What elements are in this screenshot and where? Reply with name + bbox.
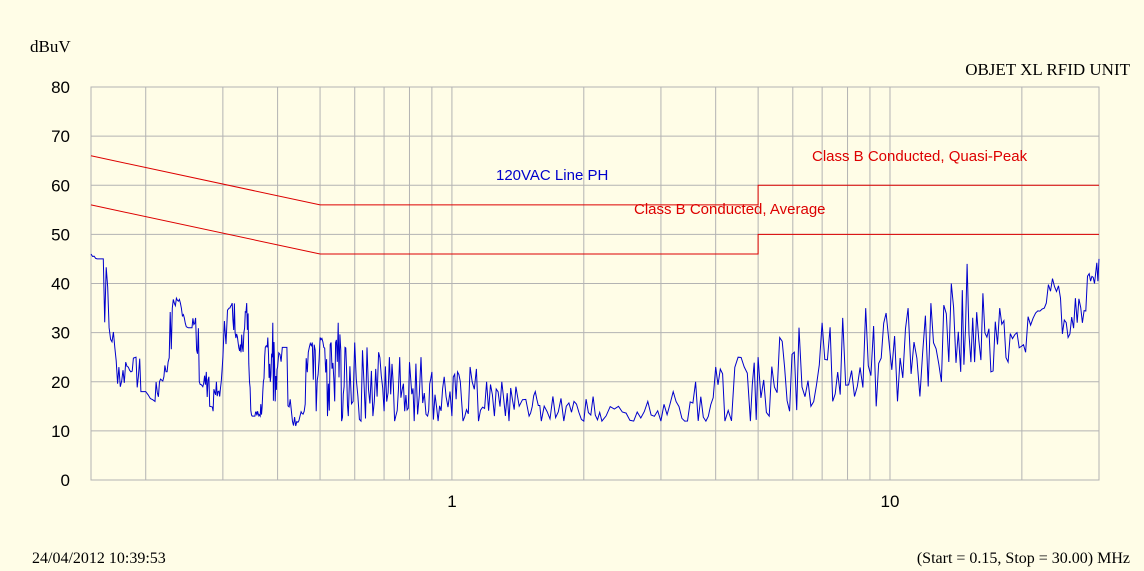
limit-lines [90,155,1099,255]
y-tick-label: 80 [51,78,70,97]
series-label: 120VAC Line PH [496,167,608,184]
y-tick-label: 60 [51,176,70,195]
quasi-peak-limit-label: Class B Conducted, Quasi-Peak [812,148,1028,165]
y-tick-label: 40 [51,275,70,294]
average-limit-label: Class B Conducted, Average [634,201,826,218]
x-tick-labels: 1 10 [447,492,899,511]
average-limit-line [90,204,1099,255]
y-tick-label: 70 [51,127,70,146]
timestamp: 24/04/2012 10:39:53 [32,550,166,567]
range-note: (Start = 0.15, Stop = 30.00) MHz [917,550,1130,567]
x-tick-label: 1 [447,492,456,511]
y-tick-label: 0 [61,471,70,490]
y-tick-label: 30 [51,324,70,343]
quasi-peak-limit-line [90,155,1099,206]
y-tick-labels: 0 10 20 30 40 50 60 70 80 [51,78,70,490]
x-tick-label: 10 [881,492,900,511]
y-tick-label: 10 [51,422,70,441]
y-axis-label: dBuV [30,37,71,56]
traces [90,253,1100,427]
y-tick-label: 20 [51,373,70,392]
y-tick-label: 50 [51,225,70,244]
series-line-120vac-line-ph [90,253,1100,427]
chart-title: OBJET XL RFID UNIT [965,60,1130,79]
